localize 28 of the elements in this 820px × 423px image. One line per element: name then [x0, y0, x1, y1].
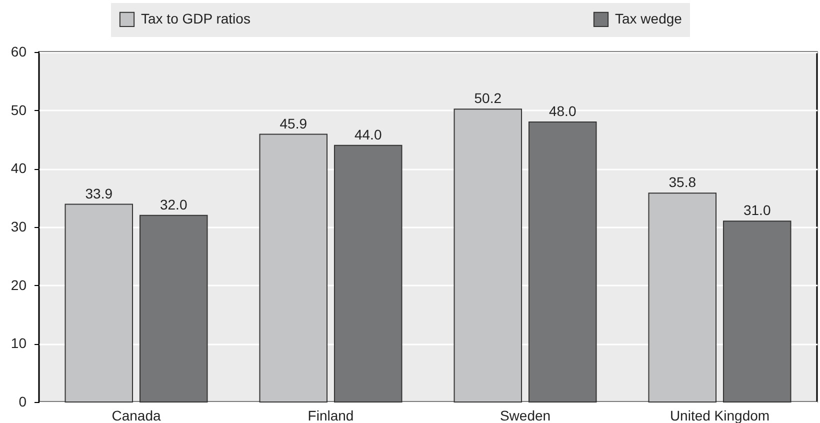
- y-tick-label: 50: [10, 102, 27, 118]
- bar: [139, 214, 208, 402]
- data-label: 50.2: [474, 90, 502, 106]
- x-tick-label: Sweden: [500, 408, 551, 423]
- bar: [528, 122, 597, 402]
- y-tick-label: 0: [18, 394, 27, 410]
- y-tick-label: 30: [10, 218, 27, 234]
- bar: [648, 192, 717, 402]
- y-tick-label: 60: [10, 44, 27, 60]
- bar: [64, 204, 134, 402]
- data-label: 32.0: [160, 196, 188, 212]
- y-tick-label: 20: [10, 276, 27, 293]
- data-label: 35.8: [668, 174, 696, 190]
- data-label: 33.9: [85, 185, 113, 202]
- x-tick-label: Finland: [308, 408, 354, 423]
- legend-label: Tax wedge: [615, 10, 682, 26]
- bar: [722, 220, 792, 402]
- y-tick-label: 10: [10, 335, 27, 352]
- x-tick-label: Canada: [112, 408, 161, 423]
- data-label: 45.9: [280, 115, 308, 132]
- data-label: 48.0: [548, 103, 576, 119]
- data-label: 44.0: [354, 126, 382, 142]
- y-tick-label: 40: [10, 160, 27, 176]
- bar: [454, 108, 522, 402]
- bar: [334, 144, 402, 402]
- data-label: 31.0: [743, 202, 771, 218]
- legend-label: Tax to GDP ratios: [141, 10, 250, 26]
- bar: [259, 134, 328, 402]
